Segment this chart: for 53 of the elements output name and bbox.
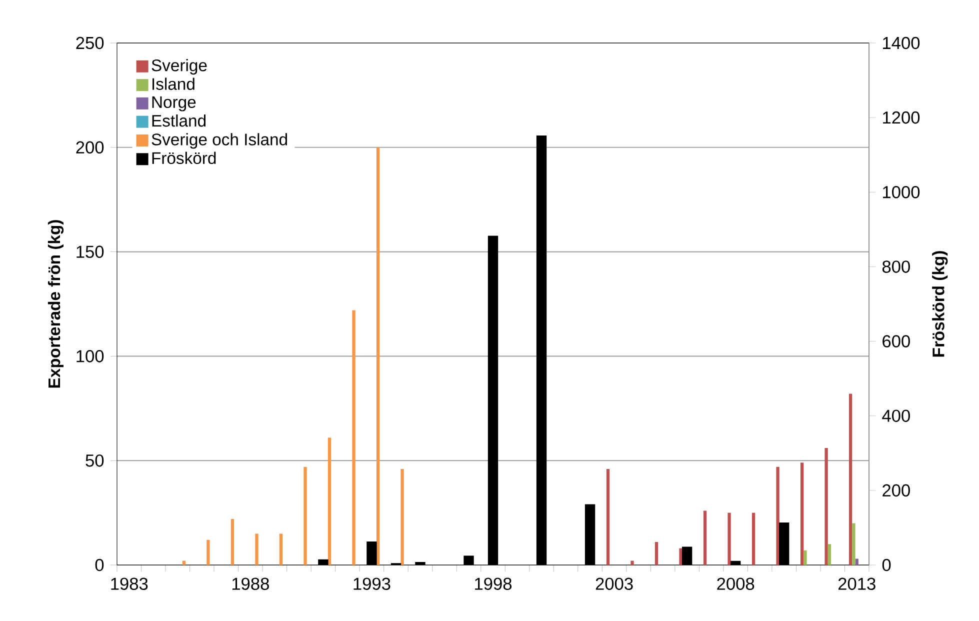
bar [804, 550, 807, 565]
bar [852, 523, 856, 565]
bar [400, 468, 404, 565]
bar [752, 512, 756, 565]
x-tick-label: 1993 [354, 578, 390, 590]
bar [279, 534, 283, 565]
y-axis-title: Exporterade frön (kg) [48, 220, 64, 388]
y2-axis-title: Fröskörd (kg) [932, 251, 948, 357]
bar [606, 468, 610, 565]
y-tick-label: 100 [76, 350, 104, 362]
y-tick-label: 150 [76, 246, 104, 258]
y-tick-label: 50 [86, 454, 104, 467]
bar [206, 540, 210, 565]
y2-tick-label: 800 [882, 260, 910, 273]
x-tick-label: 2008 [717, 578, 754, 590]
bar [728, 512, 731, 565]
bar [255, 534, 258, 565]
x-tick-label: 1983 [111, 578, 148, 590]
y2-tick-label: 1000 [883, 186, 920, 198]
bar [824, 448, 828, 565]
y-tick-label: 0 [95, 558, 104, 572]
y2-tick-label: 0 [882, 558, 891, 572]
y-tick-label: 200 [76, 141, 104, 154]
y2-tick-label: 200 [882, 484, 910, 497]
bar [855, 558, 858, 565]
y2-tick-label: 400 [882, 410, 910, 422]
bar [352, 310, 356, 565]
x-tick-label: 2013 [838, 578, 876, 590]
bar [328, 438, 332, 565]
bar [800, 462, 804, 565]
bar [703, 510, 707, 565]
bar [654, 542, 658, 565]
legend-label: Fröskörd [152, 152, 216, 164]
bar [848, 394, 852, 565]
legend-label: Island [152, 78, 194, 90]
bar [376, 147, 380, 565]
legend-label: Estland [152, 114, 206, 127]
y2-tick-label: 1200 [883, 111, 920, 124]
x-tick-label: 1998 [475, 578, 512, 590]
bar [630, 560, 634, 565]
bar [230, 519, 234, 565]
bar [182, 560, 186, 565]
bar [304, 466, 307, 565]
y2-tick-label: 1400 [883, 36, 920, 50]
y2-tick-label: 600 [882, 335, 910, 348]
bar [776, 466, 780, 565]
legend-label: Sverige [152, 59, 207, 75]
legend-label: Sverige och Island [152, 133, 287, 149]
bar [828, 544, 832, 565]
x-tick-label: 1988 [232, 578, 269, 590]
legend-label: Norge [152, 96, 196, 112]
y-tick-label: 250 [76, 36, 104, 50]
x-tick-label: 2003 [596, 578, 633, 590]
